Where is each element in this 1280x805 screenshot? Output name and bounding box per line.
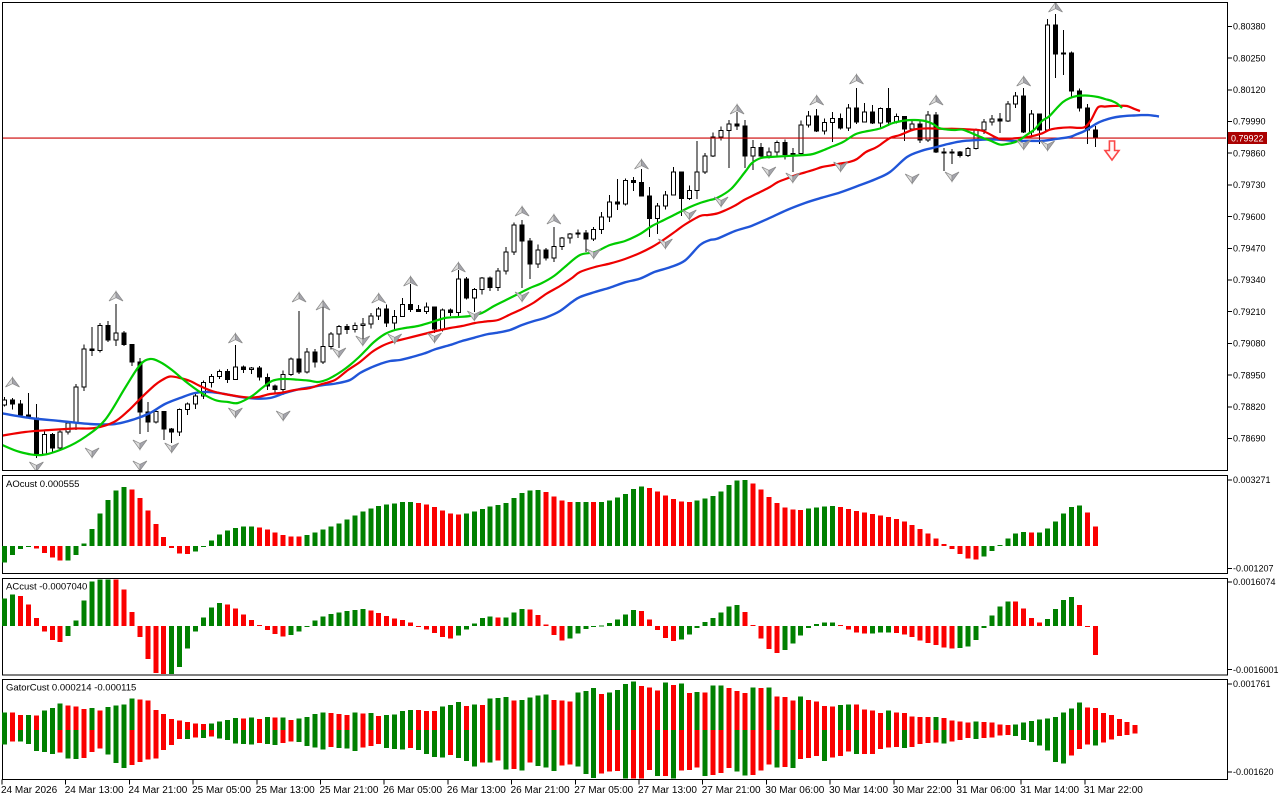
svg-text:27 Mar 21:00: 27 Mar 21:00: [702, 785, 761, 796]
svg-text:-0.001620: -0.001620: [1233, 767, 1274, 777]
svg-text:AOcust 0.000555: AOcust 0.000555: [6, 479, 79, 490]
svg-text:0.80250: 0.80250: [1233, 53, 1266, 63]
svg-text:24 Mar 21:00: 24 Mar 21:00: [128, 785, 187, 796]
svg-text:24 Mar 13:00: 24 Mar 13:00: [65, 785, 124, 796]
svg-text:24 Mar 2026: 24 Mar 2026: [1, 785, 58, 796]
svg-text:30 Mar 14:00: 30 Mar 14:00: [829, 785, 888, 796]
svg-text:0.78950: 0.78950: [1233, 370, 1266, 380]
svg-text:0.003271: 0.003271: [1233, 475, 1271, 485]
svg-text:31 Mar 14:00: 31 Mar 14:00: [1020, 785, 1079, 796]
svg-text:25 Mar 05:00: 25 Mar 05:00: [192, 785, 251, 796]
svg-text:31 Mar 06:00: 31 Mar 06:00: [957, 785, 1016, 796]
svg-text:GatorCust 0.000214 -0.000115: GatorCust 0.000214 -0.000115: [6, 683, 136, 694]
svg-text:27 Mar 13:00: 27 Mar 13:00: [638, 785, 697, 796]
svg-text:0.80380: 0.80380: [1233, 22, 1266, 32]
svg-text:0.79922: 0.79922: [1231, 134, 1264, 144]
svg-text:0.79340: 0.79340: [1233, 275, 1266, 285]
svg-text:25 Mar 13:00: 25 Mar 13:00: [256, 785, 315, 796]
svg-text:-0.0016001: -0.0016001: [1233, 665, 1279, 675]
svg-text:-0.001207: -0.001207: [1233, 564, 1274, 574]
svg-text:0.79470: 0.79470: [1233, 244, 1266, 254]
svg-text:0.79860: 0.79860: [1233, 148, 1266, 158]
svg-text:0.79210: 0.79210: [1233, 307, 1266, 317]
svg-text:27 Mar 05:00: 27 Mar 05:00: [574, 785, 633, 796]
svg-text:26 Mar 21:00: 26 Mar 21:00: [511, 785, 570, 796]
svg-text:26 Mar 05:00: 26 Mar 05:00: [383, 785, 442, 796]
svg-text:0.79730: 0.79730: [1233, 180, 1266, 190]
svg-text:ACcust -0.0007040: ACcust -0.0007040: [6, 581, 87, 592]
svg-text:25 Mar 21:00: 25 Mar 21:00: [320, 785, 379, 796]
svg-text:0.0016074: 0.0016074: [1233, 577, 1276, 587]
svg-text:0.78690: 0.78690: [1233, 434, 1266, 444]
svg-text:30 Mar 22:00: 30 Mar 22:00: [893, 785, 952, 796]
svg-text:0.79600: 0.79600: [1233, 212, 1266, 222]
svg-text:0.79080: 0.79080: [1233, 339, 1266, 349]
svg-text:31 Mar 22:00: 31 Mar 22:00: [1084, 785, 1143, 796]
svg-text:0.80120: 0.80120: [1233, 85, 1266, 95]
svg-text:0.001761: 0.001761: [1233, 679, 1271, 689]
svg-text:26 Mar 13:00: 26 Mar 13:00: [447, 785, 506, 796]
svg-text:30 Mar 06:00: 30 Mar 06:00: [765, 785, 824, 796]
svg-text:0.79990: 0.79990: [1233, 117, 1266, 127]
svg-text:0.78820: 0.78820: [1233, 402, 1266, 412]
